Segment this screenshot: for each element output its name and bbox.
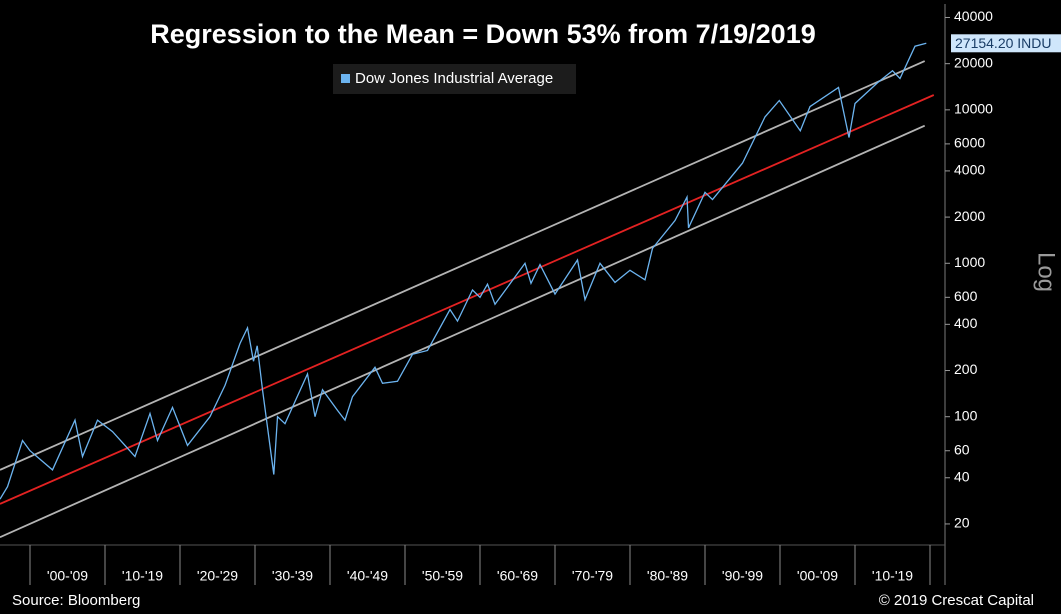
y-tick-label: 40 [954,468,970,484]
y-tick-label: 40000 [954,8,993,24]
x-tick-label: '30-'39 [272,568,313,584]
legend-swatch [341,74,350,83]
legend: Dow Jones Industrial Average [333,64,576,94]
y-axis-label: Log [1033,252,1060,292]
y-tick-label: 20000 [954,54,993,70]
index-line [0,42,927,500]
x-tick-label: '20-'29 [197,568,238,584]
y-tick-label: 60 [954,441,970,457]
x-tick-label: '90-'99 [722,568,763,584]
y-tick-label: 600 [954,288,978,304]
legend-box [333,64,576,94]
regression-line [0,60,926,471]
y-tick-label: 1000 [954,254,985,270]
y-tick-label: 400 [954,315,978,331]
y-tick-label: 2000 [954,208,985,224]
regression-line [0,124,926,539]
x-tick-label: '40-'49 [347,568,388,584]
y-tick-label: 200 [954,361,978,377]
legend-label: Dow Jones Industrial Average [355,70,553,87]
chart-title: Regression to the Mean = Down 53% from 7… [150,19,815,49]
x-tick-label: '50-'59 [422,568,463,584]
x-tick-label: '10-'19 [872,568,913,584]
x-tick-label: '00-'09 [47,568,88,584]
y-tick-label: 100 [954,407,978,423]
x-tick-label: '10-'19 [122,568,163,584]
x-tick-label: '80-'89 [647,568,688,584]
y-tick-label: 10000 [954,101,993,117]
y-tick-label: 20 [954,515,970,531]
copyright: © 2019 Crescat Capital [879,592,1034,609]
last-value-label: 27154.20 INDU [955,35,1052,51]
y-tick-label: 4000 [954,162,985,178]
x-tick-label: '70-'79 [572,568,613,584]
source: Source: Bloomberg [12,592,140,609]
x-tick-label: '00-'09 [797,568,838,584]
y-tick-label: 6000 [954,135,985,151]
last-value-tag [951,34,1061,53]
x-tick-label: '60-'69 [497,568,538,584]
